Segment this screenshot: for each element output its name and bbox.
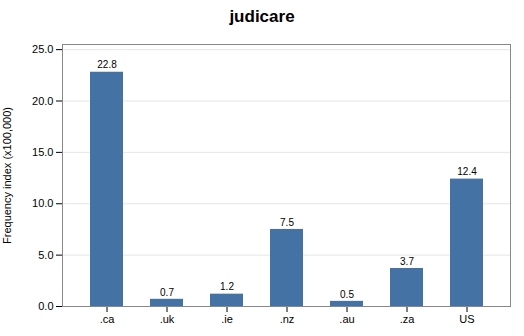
svg-text:.nz: .nz — [280, 313, 295, 325]
svg-text:1.2: 1.2 — [220, 281, 234, 292]
svg-text:0.5: 0.5 — [340, 289, 354, 300]
svg-text:.ca: .ca — [100, 313, 116, 325]
svg-text:25.0: 25.0 — [32, 43, 53, 55]
svg-text:20.0: 20.0 — [32, 95, 53, 107]
svg-text:US: US — [459, 313, 474, 325]
svg-text:.ie: .ie — [221, 313, 233, 325]
svg-text:0.7: 0.7 — [160, 287, 174, 298]
html-text:judicare: judicare — [229, 7, 295, 26]
svg-text:15.0: 15.0 — [32, 146, 53, 158]
svg-text:.au: .au — [339, 313, 354, 325]
svg-text:3.7: 3.7 — [400, 256, 414, 267]
svg-text:7.5: 7.5 — [280, 217, 294, 228]
svg-text:12.4: 12.4 — [457, 166, 477, 177]
svg-text:.za: .za — [400, 313, 416, 325]
svg-text:22.8: 22.8 — [97, 59, 117, 70]
svg-text:0.0: 0.0 — [38, 300, 53, 312]
svg-text:10.0: 10.0 — [32, 197, 53, 209]
svg-text:Frequency index (x100,000): Frequency index (x100,000) — [1, 107, 13, 244]
svg-text:.uk: .uk — [160, 313, 175, 325]
svg-text:5.0: 5.0 — [38, 249, 53, 261]
